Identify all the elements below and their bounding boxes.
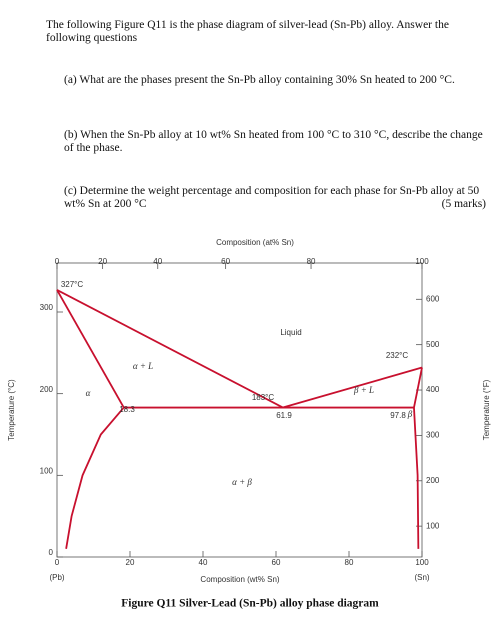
x-tick-label: 40 bbox=[199, 558, 208, 567]
question: (b) When the Sn-Pb alloy at 10 wt% Sn he… bbox=[64, 129, 483, 154]
x2-tick-label: 100 bbox=[415, 257, 429, 266]
x-tick-label: 20 bbox=[126, 558, 135, 567]
x2-tick-label: 80 bbox=[307, 257, 316, 266]
annotation: 61.9 bbox=[276, 411, 292, 420]
intro: The following Figure Q11 is the phase di… bbox=[46, 19, 449, 44]
y2-tick-label: 400 bbox=[426, 385, 440, 394]
x2-tick-label: 60 bbox=[221, 257, 230, 266]
x2-tick-label: 40 bbox=[153, 257, 162, 266]
y2-tick-label: 500 bbox=[426, 340, 440, 349]
annotation: 97.8 bbox=[390, 411, 406, 420]
phase-boundary bbox=[282, 366, 423, 409]
annotation: β bbox=[407, 409, 413, 419]
question: (a) What are the phases present the Sn-P… bbox=[64, 74, 455, 86]
x2-tick-label: 20 bbox=[98, 257, 107, 266]
annotation: 18.3 bbox=[119, 405, 135, 414]
annotation: 183°C bbox=[252, 393, 275, 402]
x2-label: Composition (at% Sn) bbox=[216, 238, 294, 247]
annotation: 327°C bbox=[61, 280, 84, 289]
y-label: Temperature (°C) bbox=[7, 379, 16, 441]
y-tick-label: 300 bbox=[40, 303, 54, 312]
x-tick-label: 0 bbox=[55, 558, 60, 567]
phase-boundary bbox=[56, 289, 284, 409]
y-tick-label: 0 bbox=[49, 548, 54, 557]
x-tick-label: 80 bbox=[345, 558, 354, 567]
question: (c) Determine the weight percentage and … bbox=[64, 185, 480, 210]
phase-boundary bbox=[56, 289, 125, 408]
plot-frame bbox=[56, 262, 423, 558]
annotation: α + L bbox=[133, 361, 153, 371]
annotation: α bbox=[86, 388, 91, 398]
annotation: 232°C bbox=[386, 351, 409, 360]
end-label: (Sn) bbox=[414, 573, 429, 582]
x2-tick-label: 0 bbox=[55, 257, 60, 266]
annotation: Liquid bbox=[280, 328, 301, 337]
phase-boundary bbox=[413, 367, 423, 408]
annotation: β + L bbox=[353, 385, 374, 395]
phase-boundary bbox=[65, 406, 125, 549]
marks: (5 marks) bbox=[441, 198, 486, 210]
annotation: α + β bbox=[232, 477, 252, 487]
caption: Figure Q11 Silver-Lead (Sn-Pb) alloy pha… bbox=[121, 598, 379, 610]
phase-boundary bbox=[413, 407, 420, 549]
y-tick-label: 100 bbox=[40, 466, 54, 475]
x-tick-label: 100 bbox=[415, 558, 429, 567]
x-label: Composition (wt% Sn) bbox=[200, 575, 279, 584]
y-tick-label: 200 bbox=[40, 385, 54, 394]
x-tick-label: 60 bbox=[272, 558, 281, 567]
y2-tick-label: 300 bbox=[426, 431, 440, 440]
y2-tick-label: 100 bbox=[426, 521, 440, 530]
end-label: (Pb) bbox=[49, 573, 64, 582]
y2-tick-label: 600 bbox=[426, 294, 440, 303]
y2-tick-label: 200 bbox=[426, 476, 440, 485]
y2-label: Temperature (°F) bbox=[482, 379, 491, 440]
